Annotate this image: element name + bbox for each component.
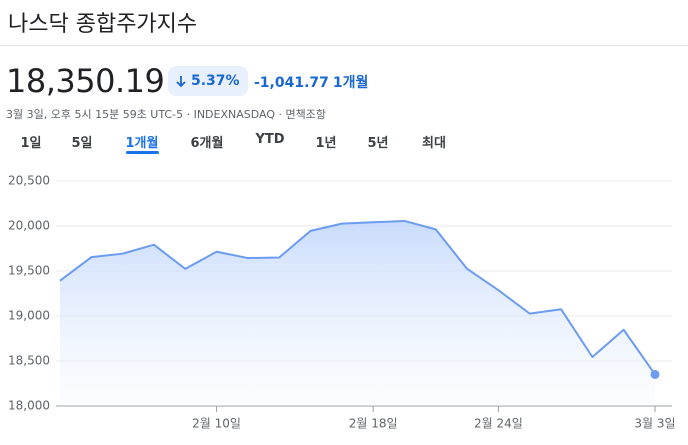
change-value: -1,041.77	[254, 75, 329, 91]
range-tab[interactable]: 5일	[71, 136, 93, 151]
range-tab[interactable]: 최대	[422, 136, 446, 151]
y-tick-label: 20,500	[8, 174, 50, 188]
price-line	[59, 219, 656, 376]
selected-underline	[125, 151, 159, 154]
price: 18,350.19	[6, 62, 165, 100]
title: 나스닥 종합주가지수	[8, 12, 198, 37]
y-tick-label: 18,500	[8, 354, 50, 368]
x-tick-label: 2월 18일	[349, 417, 398, 431]
range-tab[interactable]: YTD	[255, 132, 285, 147]
x-tick-label: 2월 24일	[474, 417, 523, 431]
range-tab[interactable]: 1개월	[125, 136, 159, 151]
divider	[0, 45, 688, 46]
change: -1,041.77 1개월	[254, 72, 372, 92]
x-tick-label: 2월 10일	[192, 417, 241, 431]
change-chip: 5.37%	[168, 66, 248, 96]
y-tick-label: 19,500	[8, 264, 50, 278]
range-tab[interactable]: 1년	[315, 136, 337, 151]
range-tab[interactable]: 1일	[20, 136, 42, 151]
disclaimer-link[interactable]: 면책조항	[285, 108, 326, 121]
y-tick-label: 18,000	[8, 399, 50, 413]
timestamp-text: 3월 3일, 오후 5시 15분 59초 UTC-5 · INDEXNASDAQ…	[6, 108, 286, 121]
y-tick-label: 19,000	[8, 309, 50, 323]
range-tab[interactable]: 5년	[367, 136, 389, 151]
area-fill	[60, 220, 655, 406]
x-tick-label: 3월 3일	[634, 417, 675, 431]
down-arrow	[176, 76, 186, 88]
change-percent: 5.37%	[191, 73, 240, 89]
timestamp: 3월 3일, 오후 5시 15분 59초 UTC-5 · INDEXNASDAQ…	[6, 106, 326, 122]
last-point	[650, 369, 660, 379]
period: 1개월	[332, 75, 369, 91]
y-tick-label: 20,000	[8, 219, 50, 233]
range-tab[interactable]: 6개월	[190, 136, 224, 151]
